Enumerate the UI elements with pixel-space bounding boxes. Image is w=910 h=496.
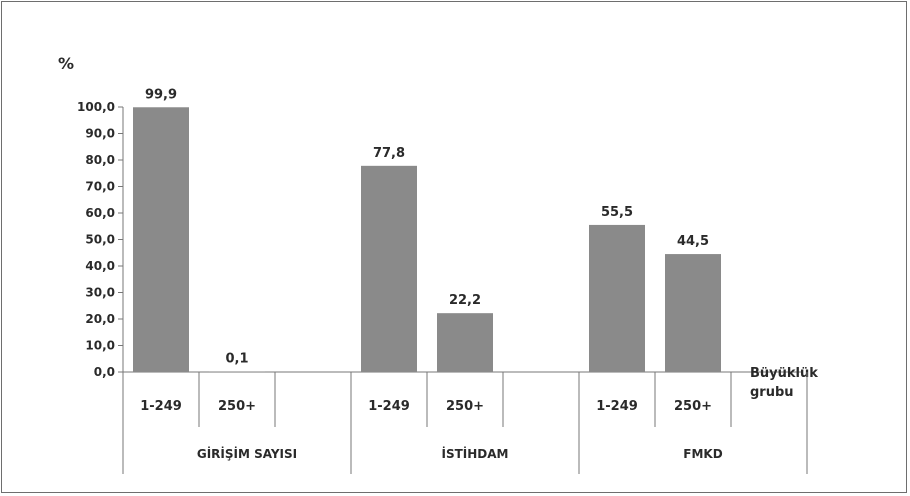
category-label: 1-249	[140, 399, 182, 414]
data-label: 0,1	[225, 352, 248, 367]
y-tick-label: 20,0	[85, 312, 115, 326]
y-tick-label: 100,0	[77, 100, 115, 114]
category-label: 250+	[674, 399, 712, 414]
category-label: 1-249	[596, 399, 638, 414]
y-tick-label: 60,0	[85, 206, 115, 220]
group-label: İSTİHDAM	[442, 446, 509, 461]
bar	[133, 107, 189, 372]
data-label: 44,5	[677, 234, 709, 249]
y-axis-title: %	[58, 54, 74, 73]
y-tick-label: 70,0	[85, 180, 115, 194]
bar	[665, 254, 721, 372]
category-label: 250+	[446, 399, 484, 414]
x-axis-title: grubu	[750, 385, 794, 400]
bar	[361, 165, 417, 372]
y-tick-label: 80,0	[85, 153, 115, 167]
category-label: 1-249	[368, 399, 410, 414]
data-label: 99,9	[145, 87, 177, 102]
bar	[589, 224, 645, 372]
data-label: 55,5	[601, 205, 633, 220]
group-label: FMKD	[683, 447, 722, 461]
y-tick-label: 50,0	[85, 233, 115, 247]
data-label: 22,2	[449, 293, 481, 308]
y-tick-label: 40,0	[85, 259, 115, 273]
y-tick-label: 90,0	[85, 127, 115, 141]
y-tick-label: 10,0	[85, 339, 115, 353]
category-label: 250+	[218, 399, 256, 414]
x-axis-title: Büyüklük	[750, 366, 818, 381]
bar	[437, 313, 493, 372]
y-tick-label: 30,0	[85, 286, 115, 300]
y-tick-label: 0,0	[94, 365, 115, 379]
data-label: 77,8	[373, 146, 405, 161]
group-label: GİRİŞİM SAYISI	[197, 446, 297, 461]
